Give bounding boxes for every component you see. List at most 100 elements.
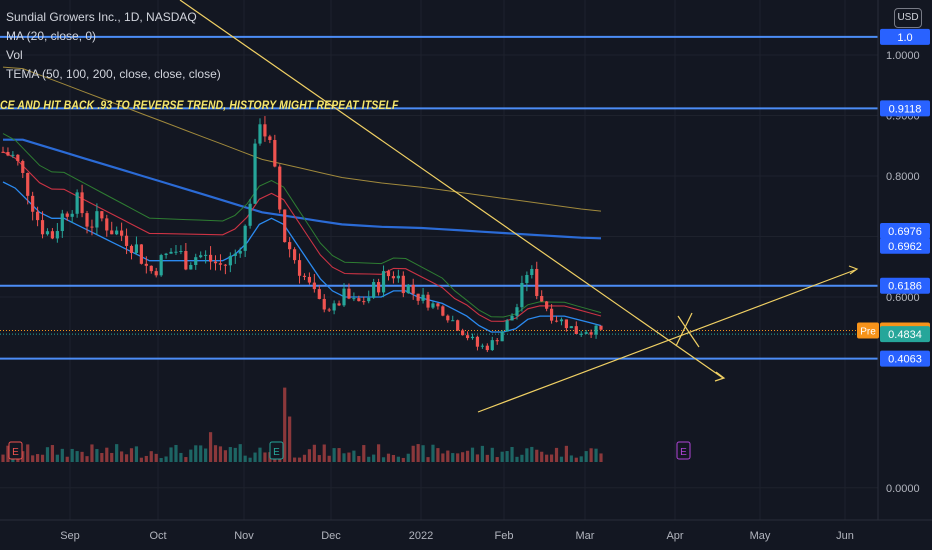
volume-bar [372,454,376,462]
volume-bar [411,445,415,462]
tema-50-line [2,151,602,322]
candle-body [599,325,603,330]
volume-bar [381,457,386,462]
volume-bar [292,457,297,462]
volume-bar [396,456,400,462]
candle-body [159,255,163,276]
vol-legend[interactable]: Vol [6,48,23,62]
x-tick-label: Nov [234,530,254,542]
candle-body [362,301,366,303]
trend-drawings [179,0,859,413]
x-tick-label: Oct [149,530,166,542]
x-tick-label: Sep [60,530,80,542]
volume-bar [184,457,188,462]
volume-bar [258,447,262,462]
candle-body [456,320,460,331]
currency-button[interactable]: USD [894,8,922,28]
volume-bar [120,451,124,462]
candle-body [258,124,262,144]
volume-bar [144,455,148,462]
candle-body [297,260,302,276]
volume-bar [174,444,178,462]
tema-gold-line [2,66,602,212]
price-badge-label: 0.9118 [889,103,922,115]
candle-body [520,282,524,308]
candle-body [139,244,143,264]
candle-body [367,297,371,302]
candle-body [199,255,203,258]
price-badge-label: 0.6186 [888,281,922,293]
volume-bar [169,447,173,462]
volume-bar [332,448,336,462]
volume-bar [564,445,569,462]
candle-body [95,211,99,228]
candle-body [213,261,218,264]
candle-body [283,209,287,243]
candle-body [307,276,312,283]
candle-body [110,230,114,235]
volume-bar [456,453,460,462]
candle-body [431,303,435,308]
volume-bar [124,454,129,462]
volume-bar [391,454,396,462]
candle-body [174,251,178,253]
volume-bar [500,451,504,462]
candle-body [495,340,499,342]
volume-bar [579,456,583,462]
volume-bar [505,451,509,462]
volume-bar [288,416,292,462]
price-badge [880,277,930,294]
candle-body [105,218,109,231]
x-tick-label: May [750,530,771,542]
symbol-title[interactable]: Sundial Growers Inc., 1D, NASDAQ [6,10,197,24]
volume-bar [461,452,465,462]
volume-bar [535,449,539,462]
volume-bar [337,448,341,462]
candle-body [208,254,213,262]
volume-bar [446,450,450,462]
annotation-text[interactable]: CE AND HIT BACK .93 TO REVERSE TREND, HI… [0,100,399,112]
volume-bar [401,457,405,462]
candle-body [530,268,534,276]
volume-bars [1,387,603,462]
volume-bar [159,457,163,462]
price-badge [880,222,930,239]
candle-body [391,276,396,279]
volume-bar [243,455,247,462]
uptrend-line [477,269,856,413]
earnings-marker-label: E [273,447,280,458]
price-badge-label: 1.0 [897,32,912,44]
x-mark-b [677,315,700,348]
volume-bar [322,444,326,462]
volume-bar [480,445,484,462]
candle-body [470,336,475,339]
volume-bar [110,452,114,462]
uptrend-arrowhead [848,265,859,275]
volume-bar [520,454,524,462]
volume-bar [31,455,35,462]
candle-body [129,245,134,253]
volume-bar [208,432,213,462]
candle-body [124,235,129,246]
volume-bar [352,450,356,462]
volume-bar [75,451,79,462]
earnings-marker-icon [676,441,691,460]
candle-body [80,192,84,214]
volume-bar [549,454,554,462]
volume-bar [65,456,69,462]
volume-bar [540,451,544,462]
y-tick-label: 0.0000 [886,483,920,495]
volume-bar [100,452,104,462]
candle-body [594,325,598,335]
price-axis-bg [878,0,932,520]
candle-body [238,250,242,254]
candle-body [485,345,489,351]
ma-legend[interactable]: MA (20, close, 0) [6,29,97,43]
candle-body [347,288,351,299]
candle-body [243,225,247,251]
candle-body [120,230,124,236]
volume-bar [436,448,440,462]
tema-legend[interactable]: TEMA (50, 100, 200, close, close, close) [6,67,221,81]
